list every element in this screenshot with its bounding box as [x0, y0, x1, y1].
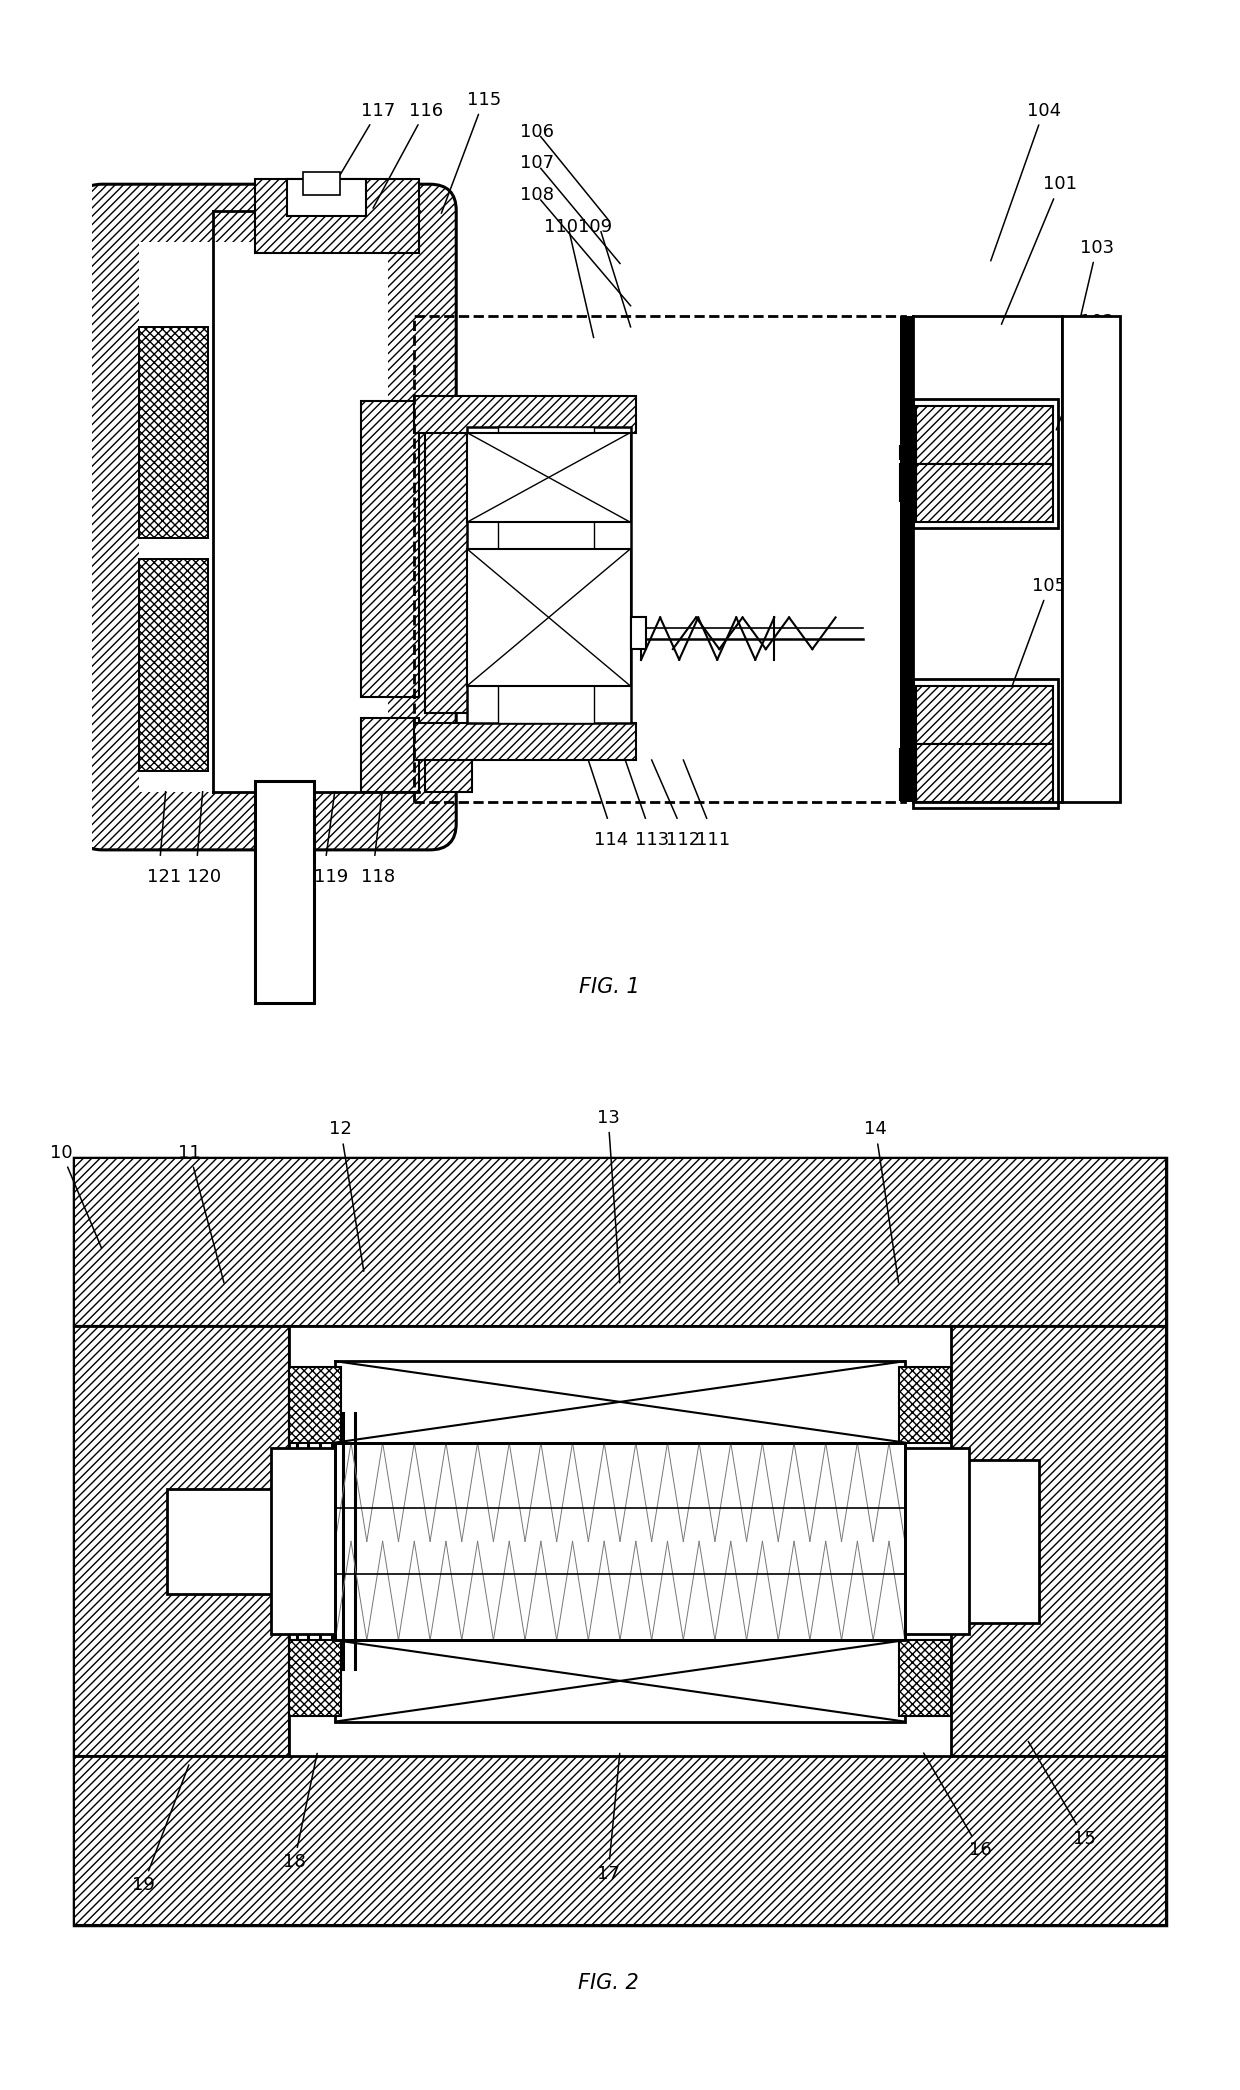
Bar [73, 1756, 1167, 1925]
Bar [905, 1448, 968, 1634]
Text: 118: 118 [361, 867, 396, 886]
Bar [916, 464, 1053, 522]
Text: FIG. 2: FIG. 2 [578, 1973, 639, 1994]
Bar [361, 401, 419, 696]
Bar [957, 1461, 1039, 1622]
Text: 19: 19 [131, 1764, 188, 1894]
Text: 121: 121 [146, 867, 181, 886]
FancyBboxPatch shape [76, 184, 456, 851]
Text: 111: 111 [696, 830, 730, 849]
Text: 103: 103 [1066, 238, 1114, 376]
Bar [414, 395, 636, 433]
Bar [335, 1442, 905, 1641]
Text: 113: 113 [635, 830, 670, 849]
Text: 107: 107 [520, 155, 554, 171]
Bar [288, 180, 366, 215]
Bar [414, 723, 636, 761]
Text: 105: 105 [1002, 577, 1066, 715]
Text: 13: 13 [596, 1110, 620, 1283]
Text: 12: 12 [330, 1120, 363, 1271]
Text: 15: 15 [1028, 1741, 1096, 1848]
Text: 115: 115 [441, 92, 501, 213]
Text: 16: 16 [924, 1754, 992, 1860]
Bar [916, 744, 1053, 803]
Bar [900, 464, 916, 502]
Text: 109: 109 [578, 217, 611, 236]
Bar [424, 416, 472, 713]
Bar [166, 1488, 289, 1595]
Bar [255, 782, 314, 1003]
Bar [951, 1327, 1167, 1756]
Bar [466, 550, 631, 686]
Bar [139, 326, 208, 537]
Bar [498, 426, 594, 723]
Text: 17: 17 [596, 1754, 620, 1883]
Bar [361, 717, 419, 792]
Bar [289, 1409, 393, 1674]
Bar [414, 316, 905, 803]
Bar [255, 180, 419, 253]
Text: 116: 116 [373, 102, 443, 209]
Text: 11: 11 [179, 1143, 224, 1283]
Text: 120: 120 [187, 867, 221, 886]
Bar [335, 1361, 905, 1442]
Text: 104: 104 [991, 102, 1061, 261]
Bar [900, 316, 913, 803]
Bar [900, 447, 916, 460]
Bar [139, 560, 208, 771]
Bar [303, 171, 340, 194]
Bar [900, 750, 916, 786]
Bar [73, 1158, 1167, 1925]
Bar [335, 1641, 905, 1722]
Text: 102: 102 [1056, 314, 1114, 431]
Text: 10: 10 [51, 1143, 102, 1248]
Bar [466, 426, 631, 723]
Text: 14: 14 [864, 1120, 899, 1283]
Bar [289, 1367, 341, 1442]
Bar [913, 399, 1059, 527]
Bar [424, 727, 472, 792]
Text: 108: 108 [520, 186, 553, 205]
Bar [631, 617, 646, 650]
Text: 114: 114 [594, 830, 627, 849]
Bar [899, 1367, 951, 1442]
Bar [289, 1641, 341, 1716]
Text: 119: 119 [314, 867, 348, 886]
Bar [899, 1641, 951, 1716]
Text: 112: 112 [666, 830, 701, 849]
Text: 18: 18 [283, 1754, 317, 1871]
Text: 110: 110 [544, 217, 578, 236]
Bar [466, 433, 631, 522]
Bar [335, 1442, 905, 1641]
Bar [289, 1327, 951, 1756]
Text: 101: 101 [1002, 176, 1076, 324]
Bar [272, 1448, 335, 1634]
Bar [913, 679, 1059, 807]
Text: 117: 117 [320, 102, 396, 209]
Text: FIG. 1: FIG. 1 [579, 976, 640, 997]
Bar [916, 405, 1053, 464]
Bar [73, 1327, 289, 1756]
Bar [900, 788, 916, 800]
Bar [1061, 316, 1120, 803]
Bar [916, 686, 1053, 744]
Bar [73, 1158, 1167, 1327]
Text: 106: 106 [520, 123, 553, 140]
Bar [139, 242, 388, 792]
